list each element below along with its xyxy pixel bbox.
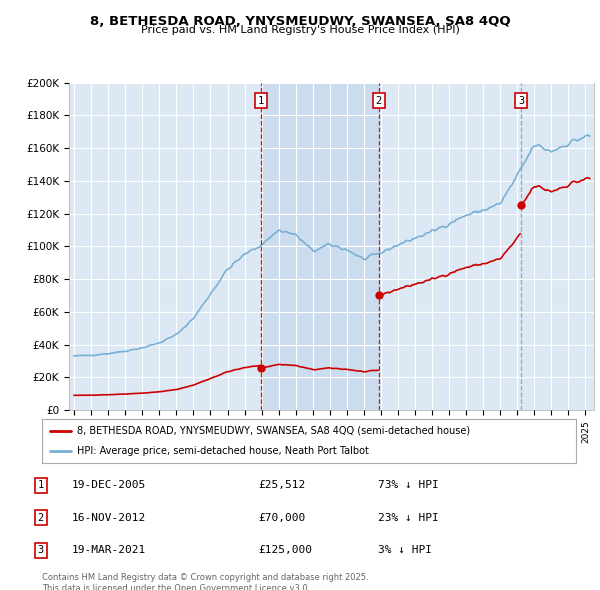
Text: 16-NOV-2012: 16-NOV-2012 (72, 513, 146, 523)
Text: 3: 3 (518, 96, 524, 106)
Text: 19-MAR-2021: 19-MAR-2021 (72, 545, 146, 555)
Text: 2: 2 (38, 513, 44, 523)
Text: 73% ↓ HPI: 73% ↓ HPI (378, 480, 439, 490)
Text: 3: 3 (38, 545, 44, 555)
Text: 2: 2 (376, 96, 382, 106)
Text: £125,000: £125,000 (258, 545, 312, 555)
Text: Price paid vs. HM Land Registry's House Price Index (HPI): Price paid vs. HM Land Registry's House … (140, 25, 460, 35)
Text: 1: 1 (258, 96, 264, 106)
Text: 8, BETHESDA ROAD, YNYSMEUDWY, SWANSEA, SA8 4QQ: 8, BETHESDA ROAD, YNYSMEUDWY, SWANSEA, S… (89, 15, 511, 28)
Text: 23% ↓ HPI: 23% ↓ HPI (378, 513, 439, 523)
Text: 19-DEC-2005: 19-DEC-2005 (72, 480, 146, 490)
Bar (261, 83, 379, 410)
Text: £70,000: £70,000 (258, 513, 305, 523)
Text: Contains HM Land Registry data © Crown copyright and database right 2025.
This d: Contains HM Land Registry data © Crown c… (42, 573, 368, 590)
Text: 1: 1 (38, 480, 44, 490)
Text: 3% ↓ HPI: 3% ↓ HPI (378, 545, 432, 555)
Text: 8, BETHESDA ROAD, YNYSMEUDWY, SWANSEA, SA8 4QQ (semi-detached house): 8, BETHESDA ROAD, YNYSMEUDWY, SWANSEA, S… (77, 426, 470, 436)
Text: £25,512: £25,512 (258, 480, 305, 490)
Text: HPI: Average price, semi-detached house, Neath Port Talbot: HPI: Average price, semi-detached house,… (77, 446, 368, 456)
